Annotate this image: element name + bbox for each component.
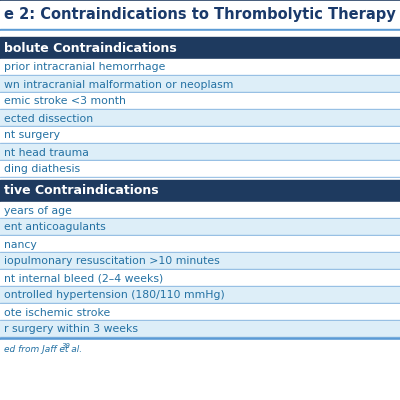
Text: ected dissection: ected dissection [4, 114, 93, 124]
Text: ontrolled hypertension (180/110 mmHg): ontrolled hypertension (180/110 mmHg) [4, 290, 225, 300]
Text: wn intracranial malformation or neoplasm: wn intracranial malformation or neoplasm [4, 80, 233, 90]
Text: prior intracranial hemorrhage: prior intracranial hemorrhage [4, 62, 165, 72]
Text: ding diathesis: ding diathesis [4, 164, 80, 174]
Text: nancy: nancy [4, 240, 37, 250]
Text: e 2: Contraindications to Thrombolytic Therapy: e 2: Contraindications to Thrombolytic T… [4, 8, 396, 22]
Text: bolute Contraindications: bolute Contraindications [4, 42, 177, 54]
Text: emic stroke <3 month: emic stroke <3 month [4, 96, 126, 106]
Text: 39: 39 [62, 343, 71, 349]
Text: r surgery within 3 weeks: r surgery within 3 weeks [4, 324, 138, 334]
Text: iopulmonary resuscitation >10 minutes: iopulmonary resuscitation >10 minutes [4, 256, 220, 266]
Text: nt surgery: nt surgery [4, 130, 60, 140]
Text: ent anticoagulants: ent anticoagulants [4, 222, 106, 232]
Text: nt internal bleed (2–4 weeks): nt internal bleed (2–4 weeks) [4, 274, 163, 284]
Text: ote ischemic stroke: ote ischemic stroke [4, 308, 110, 318]
Text: nt head trauma: nt head trauma [4, 148, 89, 158]
Text: ed from Jaff et al.: ed from Jaff et al. [4, 344, 82, 354]
Text: years of age: years of age [4, 206, 72, 216]
Text: tive Contraindications: tive Contraindications [4, 184, 159, 198]
